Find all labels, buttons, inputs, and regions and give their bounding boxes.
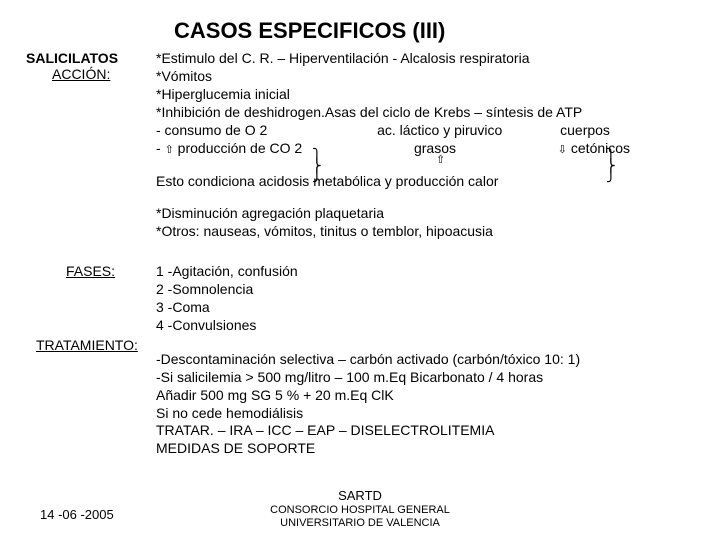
accion-l8: *Disminución agregación plaquetaria bbox=[156, 205, 694, 223]
accion-l6d: cetónicos bbox=[571, 140, 630, 156]
label-col-fases: FASES: bbox=[26, 263, 156, 279]
up-arrow-mid-icon: ⇧ bbox=[436, 153, 445, 167]
accion-l6c: grasos bbox=[414, 140, 456, 156]
fases-body: 1 -Agitación, confusión 2 -Somnolencia 3… bbox=[156, 263, 694, 335]
label-col-accion: SALICILATOS ACCIÓN: bbox=[26, 50, 156, 82]
trat-4: Si no cede hemodiálisis bbox=[156, 405, 694, 423]
accion-l1: *Estimulo del C. R. – Hiperventilación -… bbox=[156, 50, 694, 68]
down-arrow-icon: ⇩ bbox=[558, 143, 567, 157]
accion-l4: *Inhibición de deshidrogen.Asas del cicl… bbox=[156, 104, 694, 122]
accion-l5a: - consumo de O 2 bbox=[156, 122, 267, 138]
fase-1: 1 -Agitación, confusión bbox=[156, 263, 694, 281]
accion-l5b: ac. láctico y piruvico bbox=[377, 122, 502, 138]
trat-1: -Descontaminación selectiva – carbón act… bbox=[156, 351, 694, 369]
accion-l6b: producción de CO 2 bbox=[174, 140, 302, 156]
accion-row: SALICILATOS ACCIÓN: *Estimulo del C. R. … bbox=[26, 50, 694, 241]
slide-root: CASOS ESPECIFICOS (III) SALICILATOS ACCI… bbox=[0, 0, 720, 540]
label-tratamiento: TRATAMIENTO: bbox=[36, 337, 138, 353]
accion-l2: *Vómitos bbox=[156, 68, 694, 86]
trat-3: Añadir 500 mg SG 5 % + 20 m.Eq ClK bbox=[156, 387, 694, 405]
fases-row: FASES: 1 -Agitación, confusión 2 -Somnol… bbox=[26, 263, 694, 335]
footer-date: 14 -06 -2005 bbox=[40, 507, 114, 522]
brace-left-icon: ⎫⎬⎭ bbox=[312, 151, 322, 178]
accion-body: *Estimulo del C. R. – Hiperventilación -… bbox=[156, 50, 694, 241]
fase-3: 3 -Coma bbox=[156, 299, 694, 317]
fase-4: 4 -Convulsiones bbox=[156, 317, 694, 335]
brace-row: ⎫⎬⎭ ⇧ ⎫⎬⎭ bbox=[156, 157, 694, 169]
trat-5: TRATAR. – IRA – ICC – EAP – DISELECTROLI… bbox=[156, 422, 694, 440]
accion-l5: - consumo de O 2 ac. láctico y piruvico … bbox=[156, 122, 694, 140]
trat-2: -Si salicilemia > 500 mg/litro – 100 m.E… bbox=[156, 369, 694, 387]
tratamiento-row: TRATAMIENTO: -Descontaminación selectiva… bbox=[26, 337, 694, 458]
label-col-tratamiento: TRATAMIENTO: bbox=[26, 337, 156, 353]
brace-right-icon: ⎫⎬⎭ bbox=[606, 151, 616, 178]
up-arrow-icon: ⇧ bbox=[165, 143, 174, 157]
accion-l6a: - bbox=[156, 140, 165, 156]
accion-l5c: cuerpos bbox=[560, 122, 610, 138]
label-accion: ACCIÓN: bbox=[52, 66, 156, 82]
label-salicilatos: SALICILATOS bbox=[26, 50, 156, 66]
label-fases: FASES: bbox=[66, 263, 115, 279]
tratamiento-body: -Descontaminación selectiva – carbón act… bbox=[156, 351, 694, 458]
accion-l9: *Otros: nauseas, vómitos, tinitus o temb… bbox=[156, 223, 694, 241]
accion-l3: *Hiperglucemia inicial bbox=[156, 86, 694, 104]
footer-l1: SARTD bbox=[0, 488, 720, 504]
fase-2: 2 -Somnolencia bbox=[156, 281, 694, 299]
trat-6: MEDIDAS DE SOPORTE bbox=[156, 440, 694, 458]
slide-title: CASOS ESPECIFICOS (III) bbox=[174, 18, 694, 44]
